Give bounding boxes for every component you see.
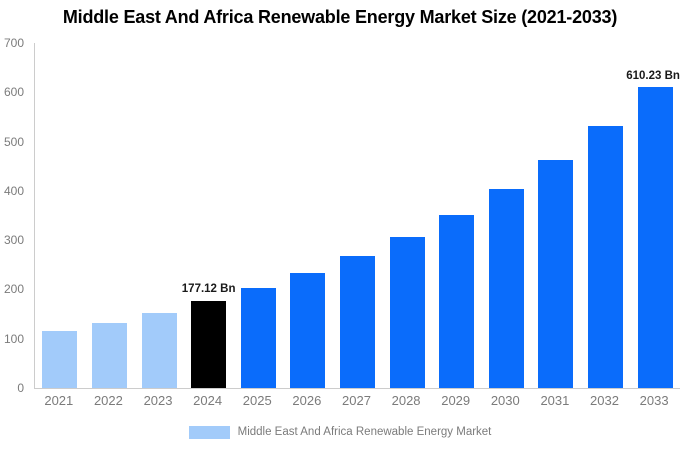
bar-slot-2023 bbox=[134, 43, 184, 388]
legend-item[interactable]: Middle East And Africa Renewable Energy … bbox=[188, 425, 492, 439]
bar-2032[interactable] bbox=[588, 125, 623, 388]
bar-2026[interactable] bbox=[290, 273, 326, 388]
x-label-2029: 2029 bbox=[441, 393, 471, 408]
y-tick-0: 0 bbox=[17, 381, 24, 395]
x-label-2023: 2023 bbox=[143, 393, 173, 408]
legend-label: Middle East And Africa Renewable Energy … bbox=[237, 425, 492, 438]
bar-2027[interactable] bbox=[339, 256, 375, 388]
bar-slot-2030 bbox=[481, 43, 531, 388]
bar-value-label-2033: 610.23 Bn bbox=[626, 69, 680, 82]
bar-slot-2022 bbox=[85, 43, 135, 388]
y-tick-600: 600 bbox=[3, 85, 24, 100]
bar-2029[interactable] bbox=[439, 214, 475, 388]
bar-2030[interactable] bbox=[488, 188, 524, 388]
bar-slot-2032 bbox=[581, 43, 631, 388]
bar-2021[interactable] bbox=[42, 331, 78, 388]
bar-slot-2026 bbox=[283, 43, 333, 388]
bar-slot-2031 bbox=[531, 43, 581, 388]
chart-title: Middle East And Africa Renewable Energy … bbox=[62, 7, 618, 27]
bar-slot-2025 bbox=[233, 43, 283, 388]
bar-2033[interactable] bbox=[637, 87, 673, 388]
x-label-2022: 2022 bbox=[93, 393, 123, 408]
x-label-2021: 2021 bbox=[44, 393, 74, 408]
bar-slot-2024: 177.12 Bn bbox=[181, 43, 236, 388]
bar-slot-2029 bbox=[432, 43, 482, 388]
bar-slot-2027 bbox=[333, 43, 383, 388]
y-tick-400: 400 bbox=[3, 183, 24, 198]
y-tick-700: 700 bbox=[3, 36, 24, 50]
y-axis-ticks: 0 100 200 300 400 500 600 700 bbox=[0, 37, 24, 394]
x-label-2032: 2032 bbox=[590, 393, 619, 408]
bar-2024[interactable] bbox=[191, 300, 227, 388]
bar-slot-2028 bbox=[382, 43, 432, 388]
y-tick-500: 500 bbox=[3, 134, 24, 149]
x-label-2026: 2026 bbox=[292, 393, 322, 408]
bar-2025[interactable] bbox=[240, 287, 276, 388]
bars-layer: 177.12 Bn 610.23 Bn bbox=[35, 43, 680, 388]
x-label-2024: 2024 bbox=[193, 393, 223, 408]
bar-value-label-2024: 177.12 Bn bbox=[181, 283, 236, 296]
plot-area: 177.12 Bn 610.23 Bn bbox=[34, 43, 680, 389]
x-label-2028: 2028 bbox=[391, 393, 421, 408]
bar-2028[interactable] bbox=[389, 236, 425, 388]
bar-2031[interactable] bbox=[538, 159, 574, 388]
y-tick-200: 200 bbox=[3, 282, 24, 297]
bar-2022[interactable] bbox=[91, 322, 127, 388]
y-tick-300: 300 bbox=[3, 233, 24, 248]
legend: Middle East And Africa Renewable Energy … bbox=[0, 426, 680, 439]
legend-swatch-icon bbox=[188, 426, 230, 439]
x-axis-labels: 2021 2022 2023 2024 2025 2026 2027 2028 2029 2030… bbox=[34, 394, 679, 407]
bar-2023[interactable] bbox=[141, 313, 177, 388]
x-label-2031: 2031 bbox=[540, 393, 570, 408]
y-tick-100: 100 bbox=[3, 331, 24, 346]
x-label-2033: 2033 bbox=[639, 393, 669, 408]
x-label-2030: 2030 bbox=[490, 393, 520, 408]
bar-slot-2021 bbox=[35, 43, 85, 388]
x-label-2027: 2027 bbox=[342, 393, 371, 408]
bar-slot-2033: 610.23 Bn bbox=[626, 43, 680, 388]
x-label-2025: 2025 bbox=[242, 393, 272, 408]
